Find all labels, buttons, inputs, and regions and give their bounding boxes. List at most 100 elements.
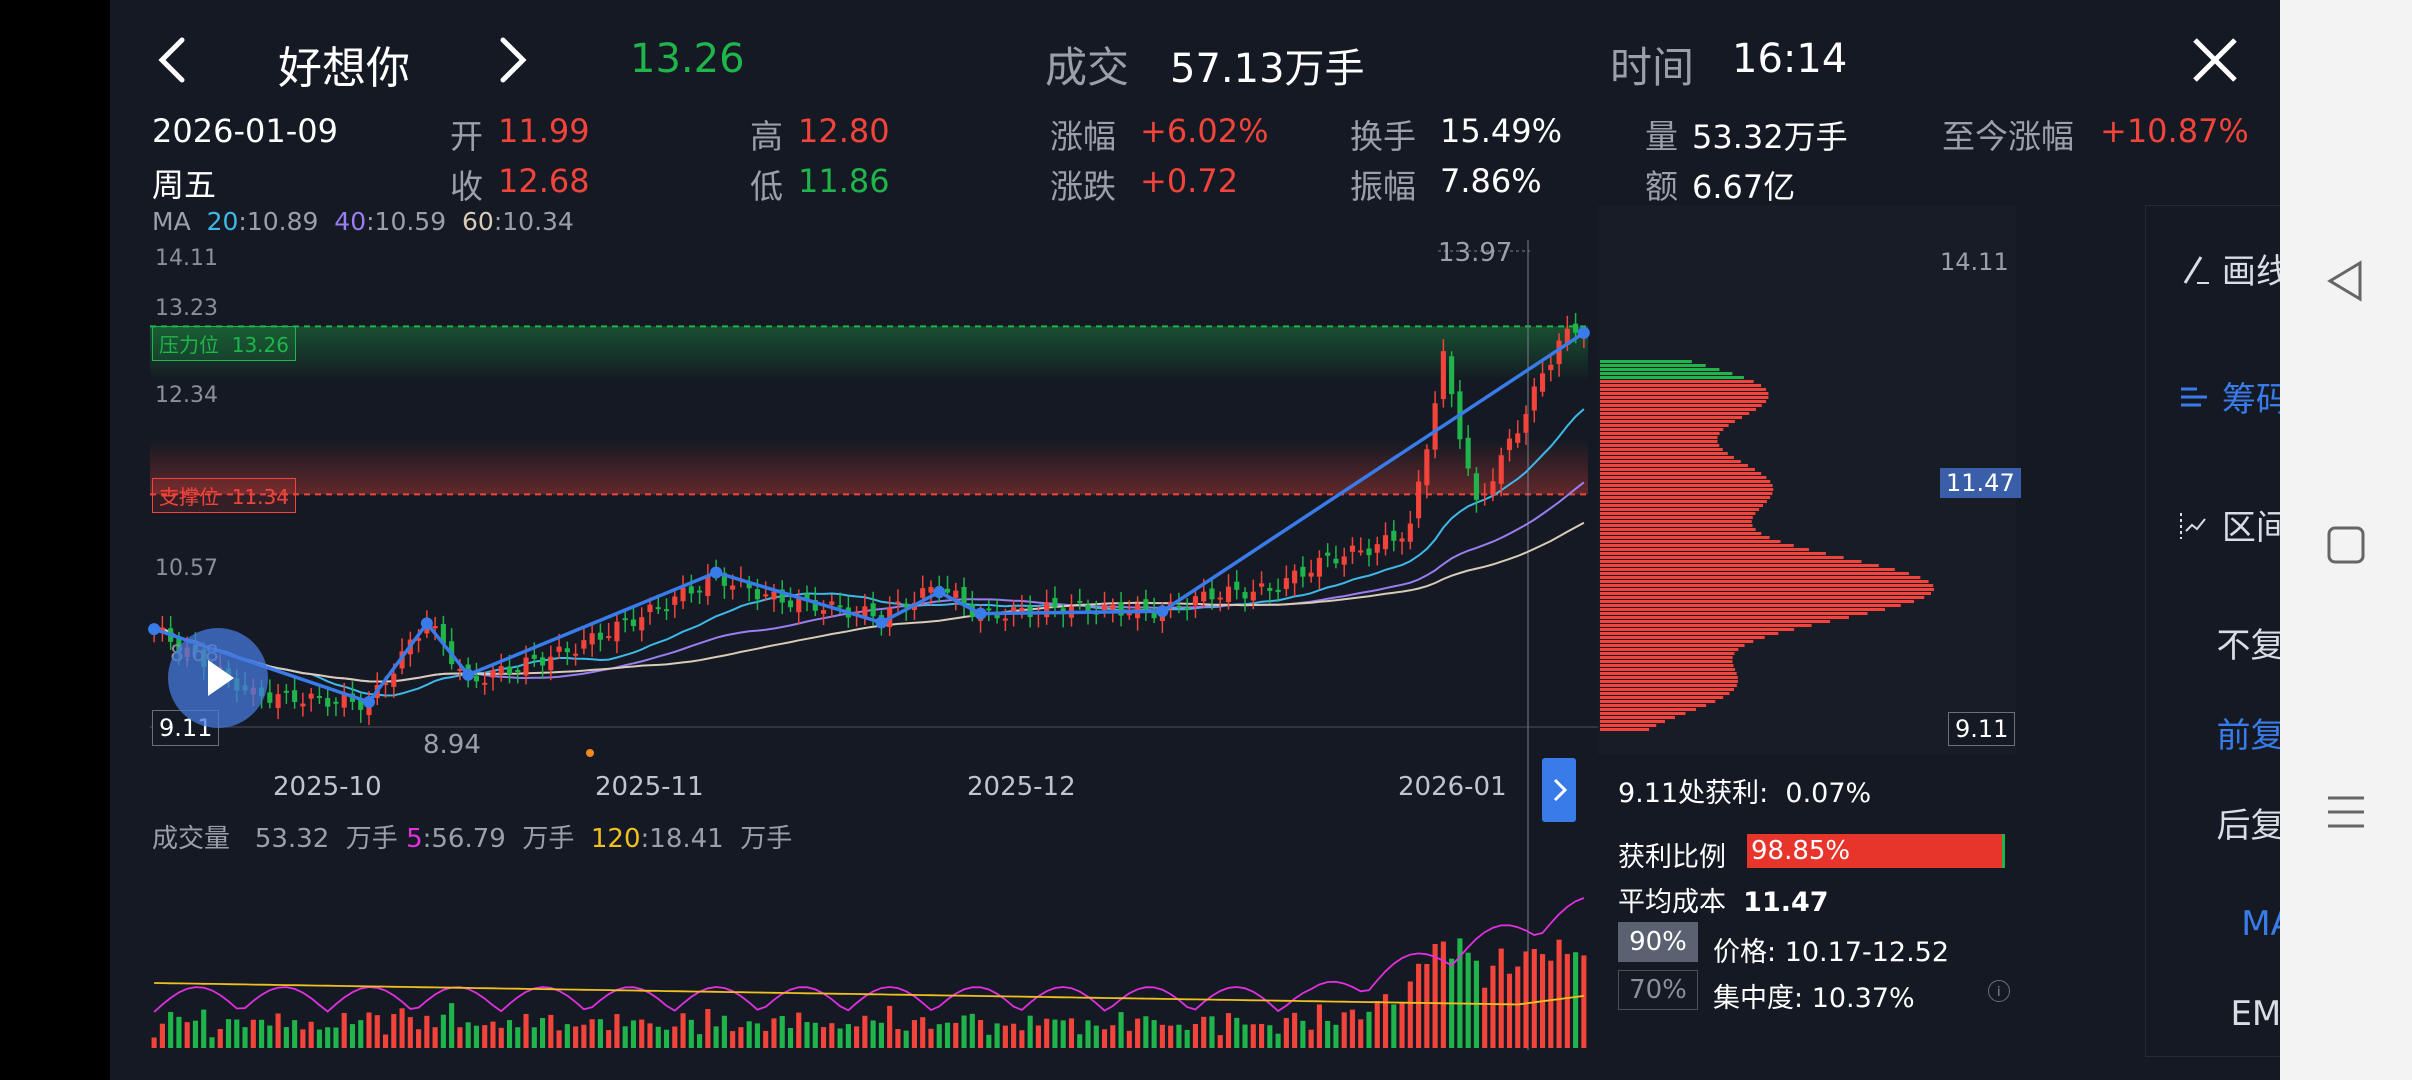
candle-body (498, 666, 504, 674)
volume-bar (903, 1030, 909, 1048)
volume-bar (168, 1012, 174, 1048)
chip-bar (1600, 636, 1765, 639)
volume-bar (1209, 1016, 1215, 1048)
volume-bar (1341, 1012, 1347, 1048)
volume-bar (746, 1021, 752, 1048)
volume-bar (672, 1026, 678, 1048)
ma-title: MA (152, 207, 191, 236)
chip-70-button[interactable]: 70% (1618, 970, 1698, 1010)
candle-body (1440, 351, 1446, 400)
volume-bar (490, 1021, 496, 1048)
nav-menu-button[interactable] (2320, 786, 2372, 838)
volume-bar (349, 1024, 356, 1048)
chip-info-button[interactable]: i (1988, 980, 2010, 1002)
qty-label: 量 (1645, 117, 1678, 156)
volume-bar (597, 1019, 603, 1048)
volume-bar (878, 1022, 884, 1048)
volume-bar (457, 1027, 463, 1048)
volume-legend: 成交量 53.32 万手 5:56.79 万手 120:18.41 万手 (152, 818, 792, 855)
candle-body (366, 701, 372, 716)
candle-body (564, 648, 570, 653)
volume-bar (325, 1027, 331, 1048)
volume-bar (292, 1020, 298, 1048)
chip-bar (1600, 476, 1767, 479)
candle-body (630, 619, 637, 627)
nav-home-button[interactable] (2320, 519, 2372, 571)
candle-body (1110, 604, 1116, 610)
ma40-value: :10.59 (366, 207, 447, 236)
candle-body (1019, 607, 1025, 612)
chip-bar (1600, 568, 1895, 571)
volume-bar (1515, 966, 1521, 1048)
back-button[interactable] (150, 30, 200, 90)
chip-bar (1600, 648, 1739, 651)
volume-bar (1399, 1003, 1405, 1048)
candle-body (1308, 572, 1314, 577)
close-button[interactable] (2185, 30, 2245, 90)
volume-bar (217, 1029, 223, 1048)
volume-bar (316, 1029, 322, 1048)
chip-profit-ratio-bar: 98.85% (1747, 834, 2005, 868)
amount-value: 6.67亿 (1692, 168, 1796, 206)
chip-bar (1600, 720, 1666, 723)
chip-bar (1600, 660, 1733, 663)
volume-bar (407, 1017, 413, 1048)
volume-value: 57.13万手 (1170, 46, 1365, 92)
close-label: 收 (450, 167, 483, 206)
candle-body (787, 600, 794, 608)
candle-body (589, 633, 595, 645)
expand-chart-button[interactable] (1542, 758, 1576, 822)
candle-body (928, 586, 934, 593)
candle-body (672, 596, 678, 605)
volume-bar (1044, 1018, 1050, 1048)
volume-bar (1366, 1011, 1372, 1048)
forward-button[interactable] (485, 30, 535, 90)
candle-body (1506, 438, 1513, 451)
candle-body (341, 694, 347, 708)
candle-body (1143, 599, 1149, 610)
candle-body (1490, 481, 1496, 496)
candle-body (1002, 618, 1008, 621)
kline-chart[interactable] (110, 0, 2280, 1080)
volume-bar (1110, 1025, 1116, 1048)
chip-bar (1600, 484, 1773, 487)
high-marker: 13.97 (1438, 238, 1513, 268)
chip-bar (1600, 592, 1932, 595)
volume-bar (192, 1020, 199, 1048)
nav-back-button[interactable] (2320, 255, 2372, 307)
candle-body (515, 669, 521, 672)
chip-90-button[interactable]: 90% (1618, 922, 1698, 962)
current-price: 13.26 (630, 36, 745, 82)
volume-bar (300, 1029, 306, 1048)
candle-body (895, 601, 901, 604)
volume-bar (647, 1023, 653, 1048)
chip-bar (1600, 428, 1724, 431)
volume-bar (267, 1025, 273, 1048)
volume-bar (630, 1020, 637, 1048)
chevron-right-icon (1553, 778, 1568, 802)
chip-bar (1600, 404, 1762, 407)
chip-bar (1600, 444, 1720, 447)
chip-bar (1600, 596, 1925, 599)
candle-body (1267, 587, 1273, 591)
volume-bar (944, 1022, 951, 1048)
volume-bar (1060, 1020, 1066, 1048)
volume-bar (1523, 951, 1529, 1048)
svg-text:i: i (1997, 985, 2001, 1000)
volume-bar (1068, 1018, 1075, 1048)
replay-button[interactable] (168, 628, 268, 728)
candle-body (961, 586, 967, 605)
trend-pivot-point (1156, 605, 1169, 618)
candle-body (1465, 437, 1471, 469)
price-tick-3: 12.34 (155, 383, 218, 408)
chip-bar (1600, 544, 1794, 547)
volume-bar (283, 1027, 289, 1048)
chip-bar (1600, 360, 1692, 363)
chip-bar (1600, 492, 1773, 495)
volume-bar (1581, 955, 1587, 1048)
chip-bar (1600, 640, 1754, 643)
cum-change-label: 至今涨幅 (1942, 117, 2074, 156)
candle-body (953, 590, 959, 598)
volume-unit: 万手 (522, 824, 575, 854)
volume-bar (1391, 1004, 1397, 1048)
